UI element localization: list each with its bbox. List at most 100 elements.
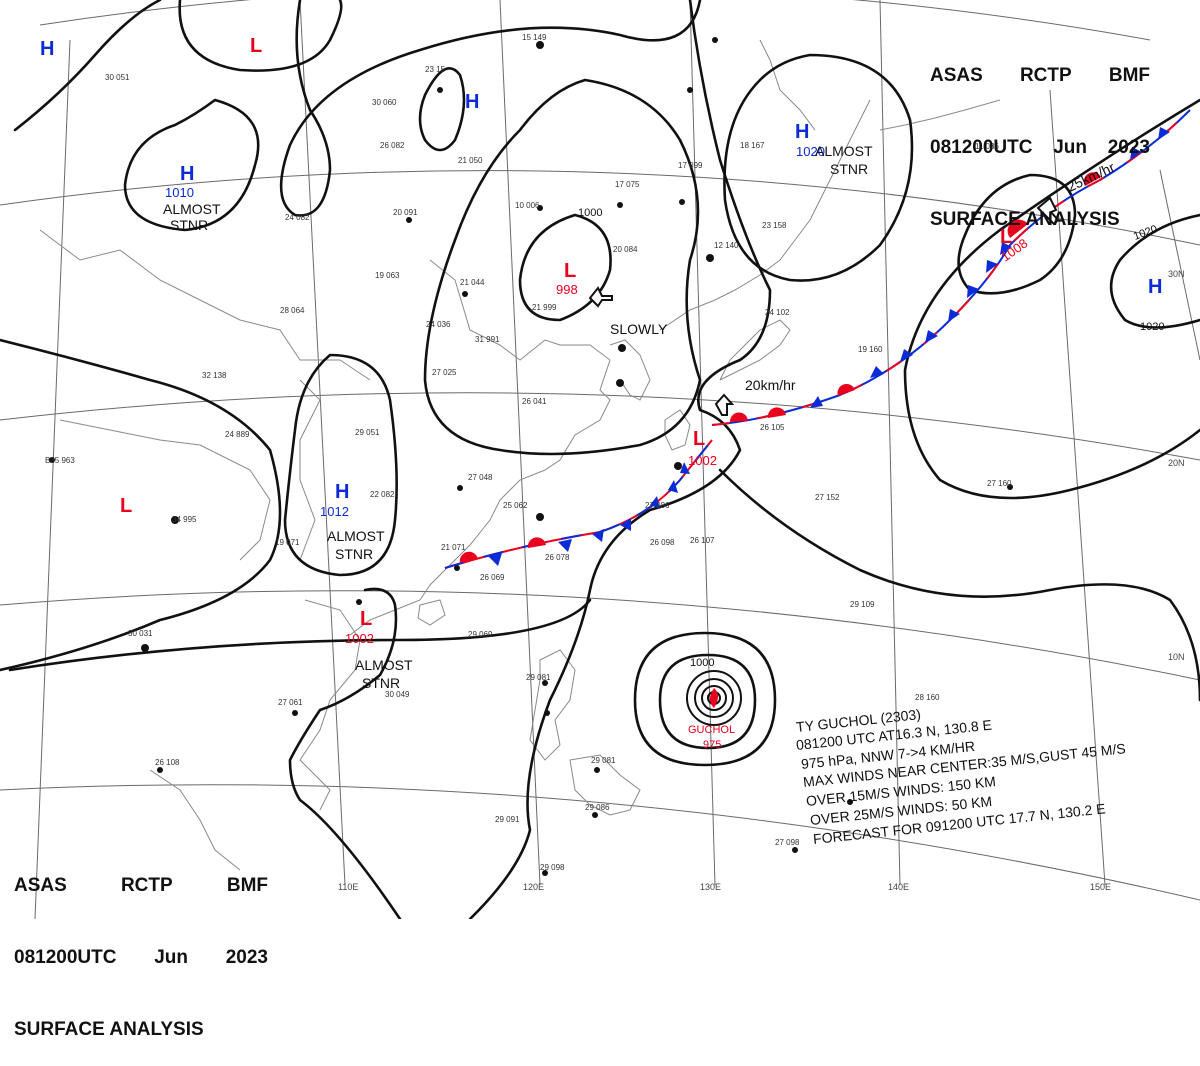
isobar-1000-label-typhoon: 1000 xyxy=(690,657,714,669)
lat-30n-label: 30N xyxy=(1168,269,1185,279)
header-top-month: Jun xyxy=(1053,137,1087,158)
station-plot-label: 29 091 xyxy=(495,815,520,824)
low-1002-tw-symbol: L xyxy=(693,428,705,450)
isobar-1008-ring xyxy=(957,173,1077,295)
station-plot-label: 21 044 xyxy=(460,278,485,287)
station-plot-label: 26 105 xyxy=(760,423,785,432)
header-top-station: RCTP xyxy=(1019,65,1072,86)
isobar-1000-label-low: 1000 xyxy=(578,207,602,219)
station-plot-label: 21 050 xyxy=(458,156,483,165)
stationary-front-west xyxy=(444,439,713,569)
station-plot-label: 29 086 xyxy=(585,803,610,812)
bay-coast xyxy=(149,769,241,871)
station-plot-label: 24 036 xyxy=(426,320,451,329)
isobar-1000-low xyxy=(518,213,612,322)
luzon-coast xyxy=(529,649,576,761)
station-plot-label: 18 167 xyxy=(740,141,765,150)
isobar-h-small xyxy=(418,67,466,152)
typhoon-name-label: GUCHOL xyxy=(688,724,735,736)
station-plot-label: 30 049 xyxy=(385,690,410,699)
low-998-symbol: L xyxy=(564,260,576,282)
low-1002-sw-note2: STNR xyxy=(362,675,400,691)
sakhalin-coast xyxy=(759,39,816,131)
station-plot-label: 29 051 xyxy=(355,428,380,437)
low-998-motion: SLOWLY xyxy=(610,321,668,337)
header-top-datetime: 081200UTC xyxy=(930,137,1033,158)
high-1010-note2: STNR xyxy=(170,217,208,233)
isobar-south-ring xyxy=(8,598,592,672)
longitude-140e-line xyxy=(879,0,901,886)
high-1010-symbol: H xyxy=(180,163,194,185)
station-markers xyxy=(49,37,1013,876)
lon-120e-label: 120E xyxy=(523,882,544,892)
latitude-40n-line xyxy=(39,0,1151,41)
station-plot-label: 27 048 xyxy=(468,473,493,482)
station-plot-label: 30 060 xyxy=(372,98,397,107)
station-plot-label: 17 075 xyxy=(615,180,640,189)
china-coast xyxy=(349,259,611,636)
high-1020-note1: ALMOST xyxy=(815,143,873,159)
header-bottom-office: BMF xyxy=(226,875,268,896)
lon-150e-label: 150E xyxy=(1090,882,1111,892)
station-plot-label: 26 069 xyxy=(480,573,505,582)
station-plot-label: 26 082 xyxy=(380,141,405,150)
station-plot-label: 24 102 xyxy=(765,308,790,317)
low-998-pressure: 998 xyxy=(556,282,578,297)
header-bottom-title: SURFACE ANALYSIS xyxy=(14,1019,204,1040)
low-1002-sw-note1: ALMOST xyxy=(355,657,413,673)
philippines-south xyxy=(569,754,641,816)
station-plot-label: 24 889 xyxy=(225,430,250,439)
weather-map: 15 149 23 15 30 051 30 060 26 082 21 050 20 09… xyxy=(0,0,1200,919)
isobar-typhoon-outer xyxy=(633,631,777,767)
station-plot-label: 19 071 xyxy=(275,538,300,547)
header-bottom-month: Jun xyxy=(154,947,188,968)
arrow-998-slowly xyxy=(588,286,613,308)
inland-boundaries xyxy=(39,229,371,561)
graticule-labels: 110E 120E 130E 140E 150E 10N 20N 30N xyxy=(338,269,1185,892)
station-plot-labels: 15 149 23 15 30 051 30 060 26 082 21 050 20 09… xyxy=(45,33,1012,872)
isobar-nw-ridge xyxy=(13,0,162,132)
station-plot-label: 25 062 xyxy=(503,501,528,510)
station-plot-label: 26 041 xyxy=(522,397,547,406)
high-1020-pressure: 1020 xyxy=(796,144,825,159)
high-1012-symbol: H xyxy=(335,481,349,503)
isobar-typhoon-1000 xyxy=(658,653,757,750)
station-plot-label: 19 160 xyxy=(858,345,883,354)
low-west-symbol: L xyxy=(120,495,132,517)
isobar-h1020-ring xyxy=(723,53,914,282)
station-plot-label: 11 086 xyxy=(975,142,999,151)
high-1020-symbol: H xyxy=(795,121,809,143)
high-1012-note2: STNR xyxy=(335,546,373,562)
station-plot-label: 23 15 xyxy=(425,65,446,74)
low-1002-sw-symbol: L xyxy=(360,608,372,630)
station-plot-label: 27 086 xyxy=(645,501,670,510)
typhoon-info: TY GUCHOL (2303) 081200 UTC AT16.3 N, 13… xyxy=(795,700,1197,870)
japan-coast xyxy=(659,99,871,331)
station-plot-label: 31 991 xyxy=(475,335,500,344)
longitude-100e-line xyxy=(34,39,71,919)
station-plot-label: 19 063 xyxy=(375,271,400,280)
latitude-0n-line xyxy=(0,784,1200,901)
lon-110e-label: 110E xyxy=(338,882,358,892)
header-top: ASAS RCTP BMF 081200UTC Jun 2023 SURFACE… xyxy=(930,16,1150,256)
header-bottom-year: 2023 xyxy=(225,947,268,968)
station-plot-label: 17 099 xyxy=(678,161,703,170)
station-plot-label: 22 082 xyxy=(370,490,395,499)
station-plot-label: 21 071 xyxy=(441,543,466,552)
station-plot-label: B35 963 xyxy=(45,456,75,465)
high-east-symbol: H xyxy=(1148,276,1162,298)
isobar-998-outer xyxy=(423,78,702,456)
station-plot-label: 27 152 xyxy=(815,493,840,502)
high-ne-symbol: H xyxy=(465,91,479,113)
longitude-130e-line xyxy=(689,0,716,886)
station-plot-label: 21 999 xyxy=(532,303,557,312)
station-plot-label: 29 069 xyxy=(468,630,493,639)
lon-140e-label: 140E xyxy=(888,882,909,892)
isobar-east-1020a xyxy=(1109,213,1200,329)
station-plot-label: 29 098 xyxy=(540,863,565,872)
station-plot-label: 26 098 xyxy=(650,538,675,547)
longitude-160e-line xyxy=(1159,169,1200,361)
indochina-coast xyxy=(299,599,361,811)
isobar-east-big xyxy=(903,98,1200,500)
station-plot-label: 23 158 xyxy=(762,221,787,230)
